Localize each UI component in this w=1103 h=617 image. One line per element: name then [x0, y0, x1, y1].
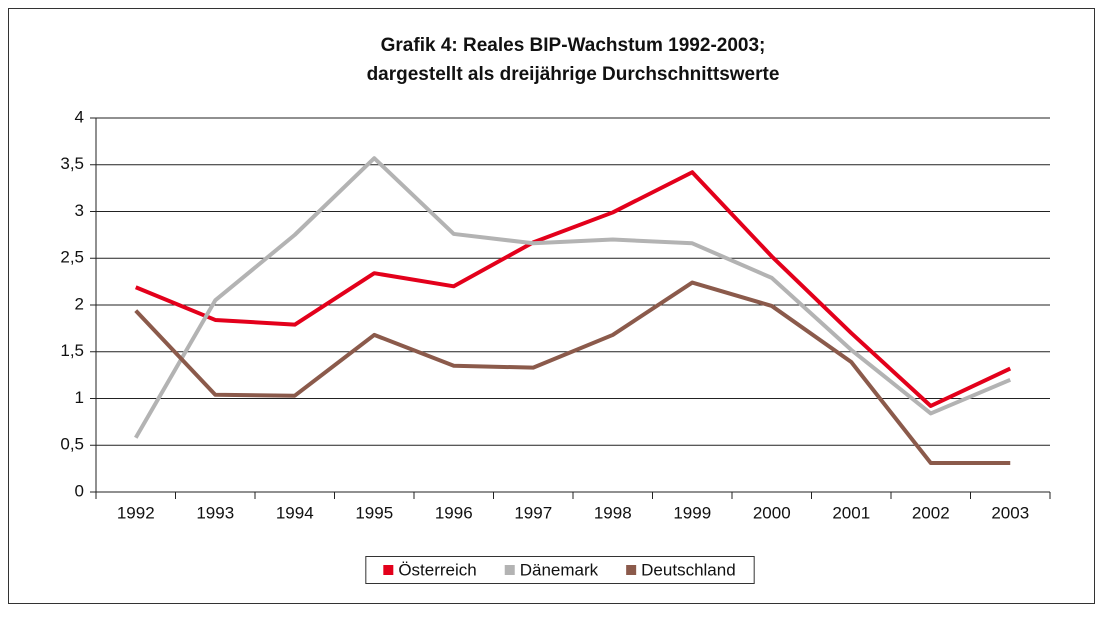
y-tick-label: 3: [75, 201, 84, 220]
legend-label: Deutschland: [641, 560, 736, 579]
x-tick-label: 2003: [991, 503, 1029, 522]
y-tick-label: 1,5: [60, 341, 84, 360]
legend-label: Dänemark: [520, 560, 599, 579]
y-tick-label: 0,5: [60, 435, 84, 454]
y-tick-label: 1: [75, 388, 84, 407]
legend-swatch: [383, 565, 394, 575]
chart-title: dargestellt als dreijährige Durchschnitt…: [367, 64, 780, 85]
x-tick-label: 1992: [117, 503, 155, 522]
legend-swatch: [504, 565, 515, 575]
y-tick-label: 2,5: [60, 248, 84, 267]
x-tick-label: 1998: [594, 503, 632, 522]
y-tick-label: 4: [75, 107, 84, 126]
y-tick-label: 0: [75, 481, 84, 500]
series-line: [134, 170, 1012, 408]
series-line: [134, 156, 1012, 439]
series-line: [134, 280, 1011, 466]
chart-title: Grafik 4: Reales BIP-Wachstum 1992-2003;: [381, 35, 766, 56]
y-tick-label: 2: [75, 294, 84, 313]
x-tick-label: 2001: [832, 503, 870, 522]
x-tick-label: 1993: [196, 503, 234, 522]
legend-swatch: [626, 565, 637, 575]
legend-box: [365, 556, 755, 584]
y-tick-label: 3,5: [60, 154, 84, 173]
x-tick-label: 1997: [514, 503, 552, 522]
x-tick-label: 2000: [753, 503, 791, 522]
x-tick-label: 1994: [276, 503, 314, 522]
chart-border: [8, 8, 1095, 604]
x-tick-label: 1999: [673, 503, 711, 522]
x-tick-label: 2002: [912, 503, 950, 522]
x-tick-label: 1995: [355, 503, 393, 522]
legend-label: Österreich: [398, 560, 476, 579]
x-tick-label: 1996: [435, 503, 473, 522]
